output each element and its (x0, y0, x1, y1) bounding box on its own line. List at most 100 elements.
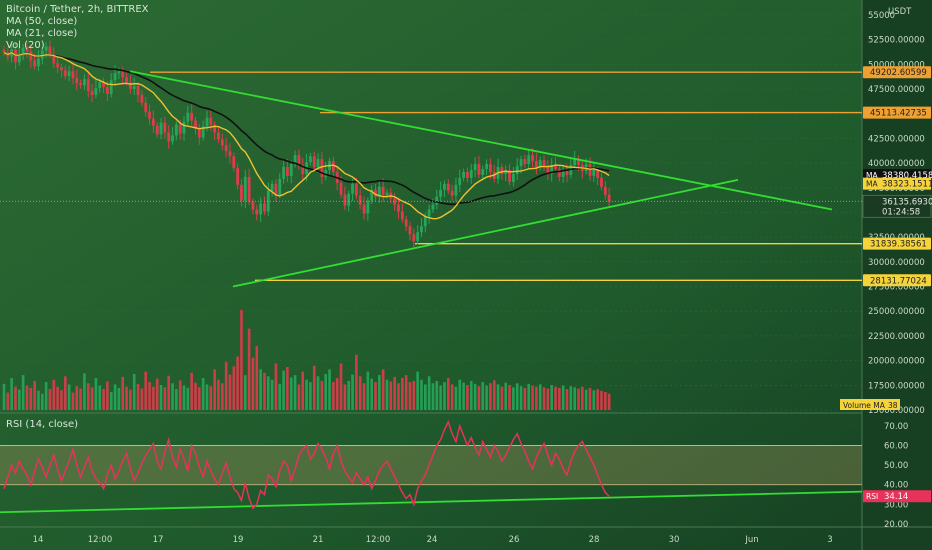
candle-body (542, 160, 546, 167)
candle-body (148, 111, 151, 119)
volume-bar (546, 388, 550, 410)
volume-bar (577, 388, 580, 410)
candle-body (577, 159, 580, 166)
price-tick-label: 42500.00000 (868, 134, 925, 144)
level-tag-label: 49202.60599 (870, 68, 927, 78)
candle-body (278, 178, 282, 195)
volume-bar (171, 383, 174, 410)
candle-body (309, 156, 312, 163)
volume-bar (305, 379, 308, 410)
rsi-tick-label: 20.00 (884, 520, 908, 530)
volume-bar (401, 378, 404, 410)
price-tick-label: 55000 (868, 11, 895, 21)
candle-body (263, 203, 266, 212)
volume-bar (443, 382, 446, 410)
candle-body (519, 159, 523, 167)
volume-bar (71, 392, 75, 410)
volume-bar (205, 384, 209, 410)
candle-body (178, 124, 182, 134)
volume-bar (508, 385, 511, 410)
volume-bar (358, 376, 362, 410)
candle-body (220, 139, 224, 146)
vol-label: Vol (20) (6, 40, 45, 51)
price-tick-label: 52500.00000 (868, 36, 925, 46)
level-tag (863, 106, 931, 119)
candle-body (462, 171, 465, 178)
candle-body (29, 51, 33, 61)
volume-bar (37, 390, 40, 410)
volume-bar (243, 375, 247, 410)
candle-body (243, 176, 247, 201)
candle-body (56, 63, 60, 68)
candle-body (182, 121, 186, 134)
volume-ma-label: 38 (888, 401, 898, 410)
candle-body (25, 47, 29, 52)
candle-body (94, 88, 98, 95)
candle-body (48, 46, 52, 55)
volume-bar (454, 386, 458, 410)
candle-body (397, 204, 400, 212)
time-tick-label: 19 (233, 535, 244, 545)
candle-body (443, 183, 446, 190)
time-tick-label: 14 (33, 535, 44, 545)
candle-body (289, 164, 293, 176)
volume-bar (335, 378, 339, 410)
volume-bar (213, 369, 216, 410)
candle-body (228, 151, 232, 157)
candle-body (565, 170, 569, 175)
candle-body (546, 166, 550, 174)
candle-body (151, 118, 155, 126)
candle-body (128, 82, 132, 90)
volume-bar (404, 375, 408, 410)
candle-body (52, 54, 56, 64)
volume-bar (328, 369, 331, 410)
volume-bar (427, 376, 431, 410)
time-tick-label: 12:00 (88, 535, 113, 545)
volume-bar (10, 378, 13, 410)
volume-bar (558, 387, 561, 410)
volume-ma-prefix: Volume MA (843, 401, 886, 410)
candle-body (439, 189, 443, 197)
volume-bar (324, 373, 328, 410)
candle-body (86, 79, 90, 91)
candle-body (197, 128, 201, 138)
candle-body (2, 49, 6, 53)
volume-bar (52, 379, 56, 410)
candle-body (63, 70, 67, 77)
candle-body (67, 71, 71, 77)
volume-bar (485, 385, 488, 410)
volume-bar (2, 383, 6, 410)
candle-body (351, 183, 354, 194)
candle-body (132, 86, 136, 90)
candle-body (125, 77, 128, 83)
price-tick-label: 40000.00000 (868, 159, 925, 169)
candle-body (393, 198, 397, 205)
volume-bar (113, 384, 117, 410)
candle-body (98, 82, 102, 89)
candle-body (485, 164, 488, 170)
volume-bar (175, 389, 178, 410)
price-tick-label: 17500.00000 (868, 381, 925, 391)
volume-bar (332, 382, 335, 410)
volume-bar (224, 361, 228, 410)
volume-bar (397, 383, 400, 410)
rsi-tick-label: 40.00 (884, 481, 908, 491)
candle-body (607, 194, 611, 202)
price-tick-label: 20000.00000 (868, 357, 925, 367)
volume-bar (538, 384, 542, 410)
volume-bar (512, 387, 515, 410)
candle-body (538, 160, 542, 168)
volume-bar (469, 380, 473, 410)
volume-bar (312, 365, 316, 410)
candle-body (477, 164, 481, 175)
currency-label: USDT (888, 7, 912, 17)
rsi-tag-label: 34.14 (884, 492, 908, 502)
volume-bar (343, 384, 347, 410)
candle-body (404, 219, 408, 227)
candle-body (454, 184, 458, 196)
volume-bar (251, 357, 255, 410)
rsi-tick-label: 70.00 (884, 422, 908, 432)
downtrend-line (129, 70, 833, 211)
candle-body (400, 211, 404, 220)
